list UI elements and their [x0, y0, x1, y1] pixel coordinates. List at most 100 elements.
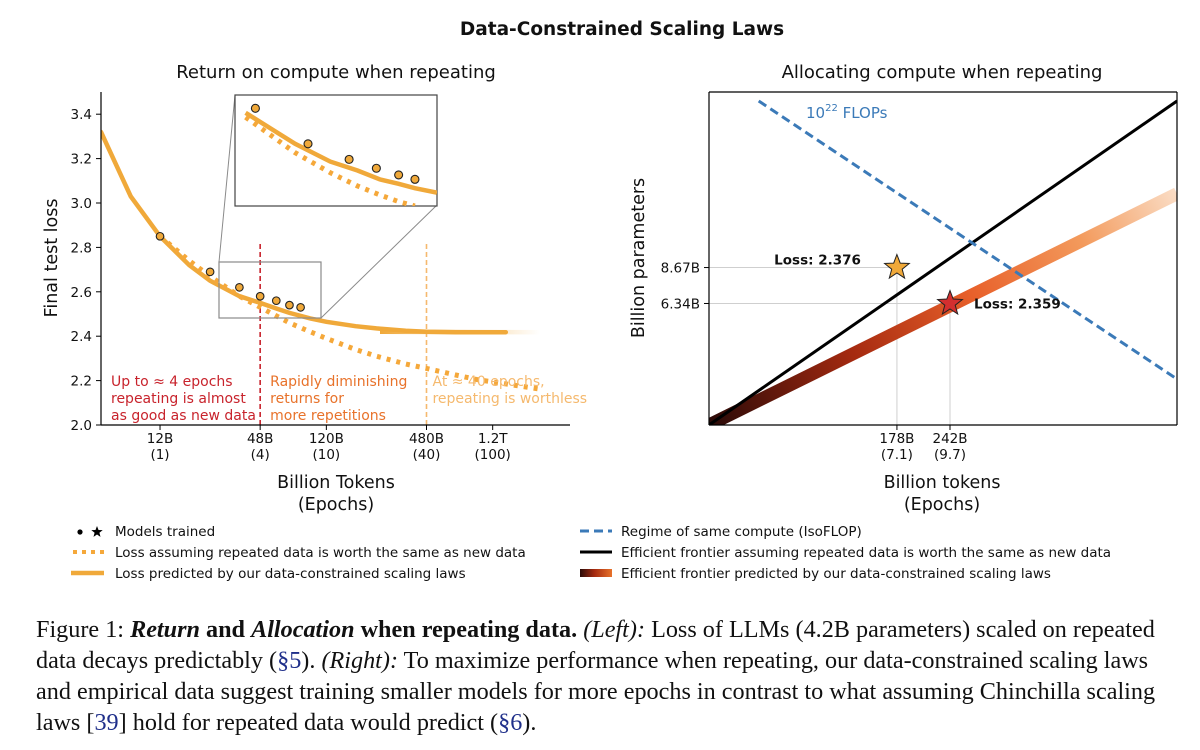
zoom-inset-frame — [234, 94, 438, 207]
model-point — [285, 300, 294, 310]
left-ytick-label: 2.0 — [71, 418, 92, 434]
inset-model-point — [410, 174, 420, 184]
caption-ref-section6[interactable]: §6 — [498, 709, 523, 736]
right-xlabel: Billion tokens — [884, 473, 1001, 493]
region-text-0: as good as new data — [111, 408, 256, 424]
right-ylabel: Billion parameters — [629, 178, 649, 338]
left-xtick-epochs: (4) — [251, 447, 270, 463]
left-ylabel: Final test loss — [42, 199, 62, 318]
caption-allocation: Allocation — [251, 616, 355, 643]
right-xtick-label: 242B — [932, 431, 967, 447]
optimal-point-star — [936, 289, 964, 316]
left-xtick-label: 1.2T — [478, 431, 508, 447]
right-xtick-epochs: (9.7) — [934, 447, 966, 463]
model-point — [205, 267, 215, 277]
optimal-point-star — [883, 253, 911, 280]
caption-return: Return — [130, 616, 200, 643]
right-xtick-label: 178B — [879, 431, 914, 447]
inset-dotted-curve — [244, 115, 416, 206]
left-ytick-label: 3.4 — [71, 107, 92, 123]
isoflop-base: 10 — [806, 104, 825, 122]
legend-gradient-marker — [580, 569, 612, 577]
left-ytick-label: 3.2 — [71, 152, 92, 168]
caption-when-repeating: when repeating data. — [354, 616, 578, 643]
left-xtick-epochs: (40) — [413, 447, 441, 463]
region-text-1: more repetitions — [270, 408, 386, 424]
zoom-inset — [218, 94, 438, 319]
frontier-gradient-line — [709, 187, 1177, 425]
right-chart: Allocating compute when repeating 1022 F… — [629, 62, 1178, 515]
model-point — [255, 291, 265, 301]
left-ytick-label: 3.0 — [71, 196, 92, 212]
right-ytick-label: 6.34B — [661, 296, 700, 312]
isoflop-label: 1022 FLOPs — [806, 103, 888, 122]
legend-right: Regime of same compute (IsoFLOP) Efficien… — [580, 524, 1111, 582]
legend-star-marker — [91, 526, 103, 537]
inset-solid-curve — [244, 110, 437, 195]
right-xtick-epochs: (7.1) — [881, 447, 913, 463]
left-xtick-epochs: (100) — [475, 447, 511, 463]
caption-bold-return: Return and Allocation when repeating dat… — [130, 616, 577, 643]
region-text-0: repeating is almost — [111, 391, 246, 407]
caption-left-tag: (Left): — [583, 616, 646, 643]
left-xlabel-epochs: (Epochs) — [298, 495, 374, 515]
right-points-layer: Loss: 2.376 Loss: 2.359 — [774, 253, 1061, 316]
region-text-1: Rapidly diminishing — [270, 374, 407, 390]
model-point — [155, 231, 165, 241]
caption-label: Figure 1: — [36, 616, 131, 643]
caption-text-1: Loss of LLMs (4.2B parameters) scaled on… — [36, 616, 1155, 674]
left-ytick-label: 2.8 — [71, 240, 92, 256]
loss-label: Loss: 2.359 — [974, 296, 1061, 312]
left-xtick-epochs: (10) — [312, 447, 340, 463]
caption-text-3: To maximize performance when repeating, … — [36, 647, 1156, 736]
left-xtick-label: 480B — [409, 431, 444, 447]
caption-ref-section5[interactable]: §5 — [277, 647, 302, 674]
caption-ref-39[interactable]: 39 — [94, 709, 119, 736]
loss-label: Loss: 2.376 — [774, 253, 861, 269]
isoflop-exponent: 22 — [825, 103, 838, 114]
legend-label: Efficient frontier predicted by our data… — [621, 566, 1051, 582]
caption-right-tag: (Right): — [321, 647, 399, 674]
legend-label: Efficient frontier assuming repeated dat… — [621, 545, 1111, 561]
inset-model-point — [344, 154, 354, 164]
caption-and: and — [199, 616, 252, 643]
zoom-connector-top — [218, 94, 236, 263]
left-ytick-label: 2.4 — [71, 329, 92, 345]
caption-text-2: ). — [301, 647, 322, 674]
right-ytick-label: 8.67B — [661, 261, 700, 277]
right-xlabel-epochs: (Epochs) — [904, 495, 980, 515]
right-axes: 8.67B 6.34B 178B(7.1) 242B(9.7) — [661, 91, 1178, 463]
legend-label: Loss predicted by our data-constrained s… — [115, 566, 466, 582]
isoflop-unit: FLOPs — [838, 104, 888, 122]
legend-label: Models trained — [115, 524, 215, 540]
model-point — [296, 302, 305, 312]
legend-left: Models trained Loss assuming repeated dat… — [71, 524, 526, 582]
left-chart-title: Return on compute when repeating — [176, 62, 496, 83]
left-axes: 2.0 2.2 2.4 2.6 2.8 3.0 3.2 3.4 12B(1) 48B(4) 120B… — [71, 92, 570, 463]
left-xtick-label: 48B — [247, 431, 273, 447]
inset-model-point — [303, 139, 313, 149]
left-xtick-label: 12B — [147, 431, 173, 447]
caption-text-5: ). — [522, 709, 537, 736]
right-chart-title: Allocating compute when repeating — [782, 62, 1103, 83]
inset-model-point — [394, 170, 404, 180]
region-text-1: returns for — [270, 391, 344, 407]
frontier-black-line — [709, 99, 1177, 425]
model-point — [271, 296, 281, 306]
zoom-source-box — [218, 261, 322, 319]
inset-model-point — [250, 103, 260, 113]
figure: Data-Constrained Scaling Laws Return on … — [42, 19, 1178, 582]
inset-model-point — [371, 163, 381, 173]
left-xtick-epochs: (1) — [150, 447, 169, 463]
right-series-layer — [709, 99, 1177, 425]
left-ytick-label: 2.6 — [71, 285, 92, 301]
left-xlabel: Billion Tokens — [277, 473, 395, 493]
left-series-layer — [101, 129, 544, 392]
legend-label: Loss assuming repeated data is worth the… — [115, 545, 526, 561]
zoom-inset-content — [244, 103, 437, 206]
figure-caption: Figure 1: Return and Allocation when rep… — [36, 614, 1186, 738]
region-text-0: Up to ≈ 4 epochs — [111, 374, 233, 390]
left-chart: Return on compute when repeating 2.02.22… — [42, 62, 587, 515]
region-markers — [259, 244, 428, 425]
